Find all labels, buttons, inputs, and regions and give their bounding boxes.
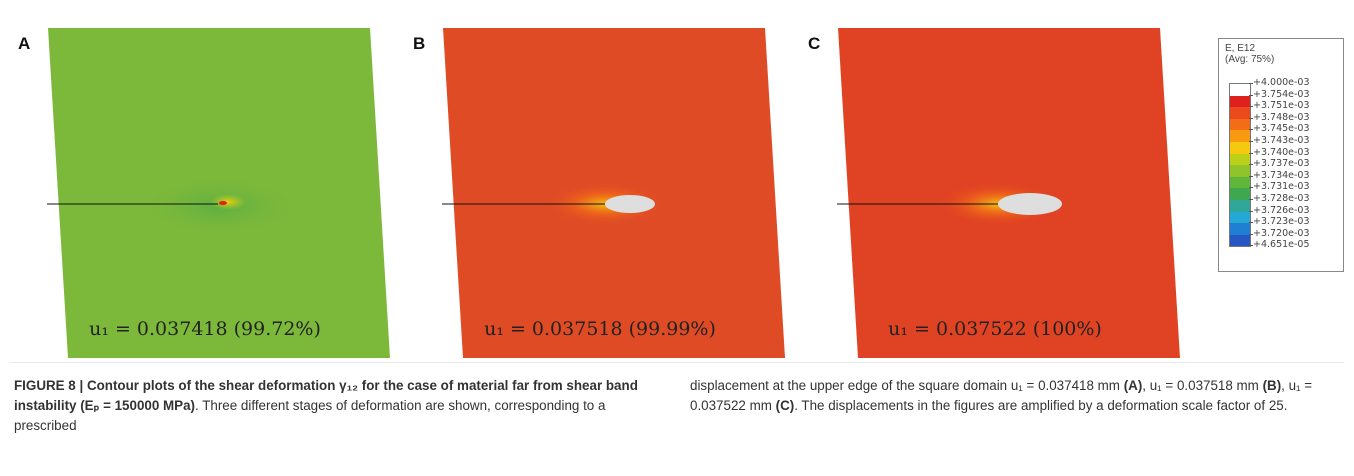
legend-title-line1: E, E12 — [1225, 43, 1256, 54]
displacement-label-c: u₁ = 0.037522 (100%) — [888, 318, 1102, 340]
legend-tick — [1249, 187, 1253, 189]
displacement-label-b: u₁ = 0.037518 (99.99%) — [484, 318, 716, 340]
legend-tick — [1249, 106, 1253, 108]
legend-swatch — [1230, 176, 1250, 189]
caption-right-text-1: displacement at the upper edge of the sq… — [690, 378, 1120, 393]
legend-swatch — [1230, 84, 1250, 96]
void-b — [605, 195, 655, 213]
panel-a: A u₁ = 0.037418 (99.72%) — [18, 20, 390, 360]
legend-value: +3.751e-03 — [1253, 100, 1310, 112]
caption-right: displacement at the upper edge of the sq… — [690, 376, 1340, 416]
legend-tick — [1249, 164, 1253, 166]
caption-ref-c: (C) — [775, 398, 795, 413]
caption-title: FIGURE 8 | Contour plots of the shear de… — [14, 378, 638, 413]
legend-tick — [1249, 199, 1253, 200]
legend-tick — [1249, 129, 1253, 131]
figure-area: A u₁ = 0.037418 (99.72%) B u₁ = 0.037518… — [10, 10, 1344, 358]
legend-color-bar — [1229, 83, 1251, 248]
legend-value: +3.734e-03 — [1253, 169, 1310, 181]
legend-tick — [1249, 117, 1253, 119]
legend-tick — [1249, 141, 1253, 142]
legend-value-labels: +4.000e-03 +3.754e-03 +3.751e-03 +3.748e-03… — [1253, 77, 1310, 251]
legend-value: +3.743e-03 — [1253, 134, 1310, 146]
legend-swatch — [1230, 188, 1250, 200]
legend-value: +3.745e-03 — [1253, 123, 1310, 135]
panel-b: B u₁ = 0.037518 (99.99%) — [413, 20, 785, 360]
panel-letter-a: A — [18, 34, 31, 53]
legend-swatch — [1230, 211, 1250, 224]
legend-title: E, E12 (Avg: 75%) — [1225, 43, 1274, 65]
caption-right-text-4: . The displacements in the figures are a… — [794, 398, 1288, 413]
caption-left: FIGURE 8 | Contour plots of the shear de… — [14, 376, 654, 436]
legend-swatch — [1230, 130, 1250, 142]
void-c — [998, 193, 1062, 215]
caption-right-text-3: , u₁ = 0.037522 mm — [690, 378, 1313, 413]
legend-swatch — [1230, 234, 1250, 247]
legend-value: +3.731e-03 — [1253, 181, 1310, 193]
legend-swatch — [1230, 199, 1250, 212]
contour-plot-c — [837, 28, 1180, 358]
legend-swatch — [1230, 223, 1250, 235]
caption-right-text-2: , u₁ = 0.037518 mm — [1142, 378, 1263, 393]
legend-tick — [1249, 152, 1253, 154]
panel-letter-b: B — [413, 34, 426, 53]
caption-left-text: . Three different stages of deformation … — [14, 398, 606, 433]
legend-value: +4.000e-03 — [1253, 77, 1310, 88]
legend-tick — [1249, 222, 1253, 224]
displacement-label-a: u₁ = 0.037418 (99.72%) — [89, 318, 321, 340]
panel-letter-c: C — [808, 34, 821, 53]
legend-value: +4.651e-05 — [1253, 239, 1310, 251]
legend-swatch — [1230, 118, 1250, 131]
legend-swatch — [1230, 153, 1250, 166]
legend-tick — [1249, 94, 1253, 96]
contour-plot-b — [442, 28, 785, 358]
tip-a — [219, 201, 227, 205]
legend-tick — [1249, 245, 1253, 247]
caption-ref-b: (B) — [1262, 378, 1282, 393]
caption-ref-a: (A) — [1123, 378, 1143, 393]
legend-value: +3.728e-03 — [1253, 192, 1310, 204]
legend-value: +3.740e-03 — [1253, 146, 1310, 158]
legend-swatch — [1230, 107, 1250, 119]
legend-swatch — [1230, 165, 1250, 177]
legend-swatch — [1230, 95, 1250, 108]
legend-tick — [1249, 210, 1253, 212]
legend-value: +3.726e-03 — [1253, 204, 1310, 216]
legend-value: +3.737e-03 — [1253, 158, 1310, 170]
contour-plot-a — [47, 28, 390, 358]
legend-value: +3.754e-03 — [1253, 88, 1310, 100]
color-legend: E, E12 (Avg: 75%) +4.000e-03 +3.754e-03 +3… — [1218, 38, 1344, 272]
legend-tick — [1249, 83, 1253, 84]
caption-divider — [10, 362, 1344, 363]
legend-swatch — [1230, 141, 1250, 154]
hot-zone-a — [210, 194, 246, 210]
legend-value: +3.748e-03 — [1253, 111, 1310, 123]
legend-tick — [1249, 175, 1253, 177]
legend-tick — [1249, 233, 1253, 235]
legend-title-line2: (Avg: 75%) — [1225, 54, 1275, 65]
panel-c: C u₁ = 0.037522 (100%) — [808, 20, 1180, 360]
legend-value: +3.723e-03 — [1253, 216, 1310, 228]
legend-value: +3.720e-03 — [1253, 227, 1310, 239]
